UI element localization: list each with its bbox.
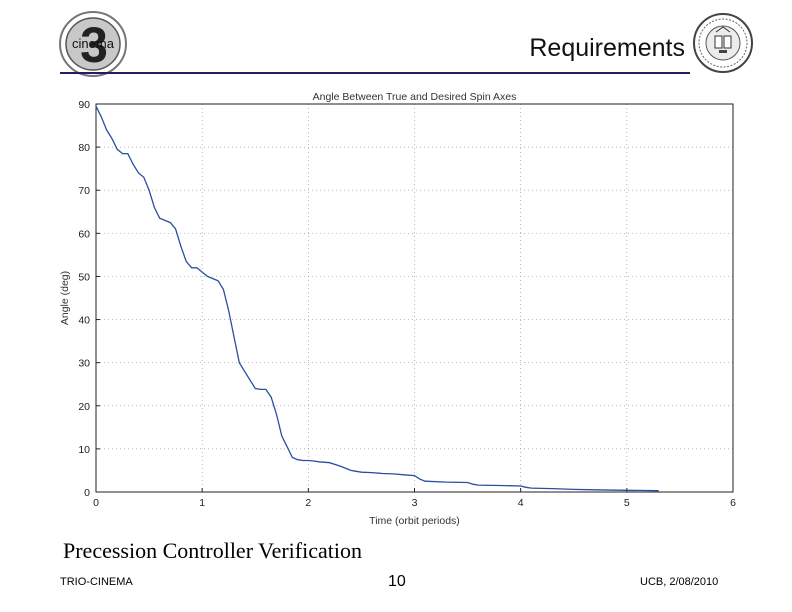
y-tick-label-9: 90 <box>78 99 90 111</box>
x-axis-label: Time (orbit periods) <box>369 515 460 527</box>
footer-date: UCB, 2/08/2010 <box>640 576 719 588</box>
cinema-logo-graphic: 3 cinema <box>59 11 127 77</box>
slide-title: Requirements <box>529 34 685 62</box>
y-tick-label-0: 0 <box>84 487 90 499</box>
x-tick-label-6: 6 <box>730 497 736 509</box>
x-tick-label-0: 0 <box>93 497 99 509</box>
angle-chart: 0 1 2 3 4 5 6 0 10 20 30 40 50 60 70 80 90 Angle Between… <box>56 88 756 532</box>
y-tick-label-4: 40 <box>78 315 90 327</box>
chart-title: Angle Between True and Desired Spin Axes <box>313 91 517 103</box>
x-tick-label-2: 2 <box>305 497 311 509</box>
y-tick-label-2: 20 <box>78 401 90 413</box>
y-tick-label-5: 50 <box>78 271 90 283</box>
plot-frame <box>95 103 734 493</box>
x-tick-label-1: 1 <box>199 497 205 509</box>
x-tick-label-5: 5 <box>624 497 630 509</box>
y-tick-label-7: 70 <box>78 185 90 197</box>
title-divider <box>60 72 690 74</box>
cinema-logo: 3 cinema <box>58 10 128 78</box>
y-tick-label-6: 60 <box>78 228 90 240</box>
series-line-angle <box>95 105 659 492</box>
x-tick-label-4: 4 <box>518 497 524 509</box>
logo-wordmark: cinema <box>72 36 115 51</box>
y-tick-label-8: 80 <box>78 142 90 154</box>
seal-graphic <box>693 13 753 73</box>
logo-numeral: 3 <box>80 17 108 73</box>
y-tick-label-3: 30 <box>78 358 90 370</box>
university-seal <box>692 12 754 74</box>
y-axis-label: Angle (deg) <box>59 271 71 325</box>
slide-caption: Precession Controller Verification <box>63 538 362 563</box>
footer-project: TRIO-CINEMA <box>60 576 133 588</box>
grid-layer <box>96 104 733 492</box>
y-tick-label-1: 10 <box>78 444 90 456</box>
x-tick-label-3: 3 <box>412 497 418 509</box>
footer-page-number: 10 <box>388 573 406 590</box>
